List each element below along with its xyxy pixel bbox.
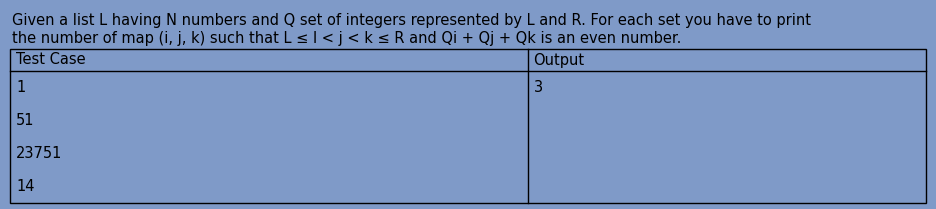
Text: Given a list L having N numbers and Q set of integers represented by L and R. Fo: Given a list L having N numbers and Q se…: [12, 13, 811, 28]
Text: Output: Output: [534, 52, 585, 68]
Bar: [10, 49, 926, 203]
Text: 14: 14: [16, 179, 35, 194]
Text: 51: 51: [16, 113, 35, 128]
Text: 1: 1: [16, 80, 25, 95]
Text: Test Case: Test Case: [16, 52, 85, 68]
Text: 3: 3: [534, 80, 543, 95]
Text: the number of map (i, j, k) such that L ≤ l < j < k ≤ R and Qi + Qj + Qk is an e: the number of map (i, j, k) such that L …: [12, 31, 681, 46]
Text: 23751: 23751: [16, 146, 63, 161]
